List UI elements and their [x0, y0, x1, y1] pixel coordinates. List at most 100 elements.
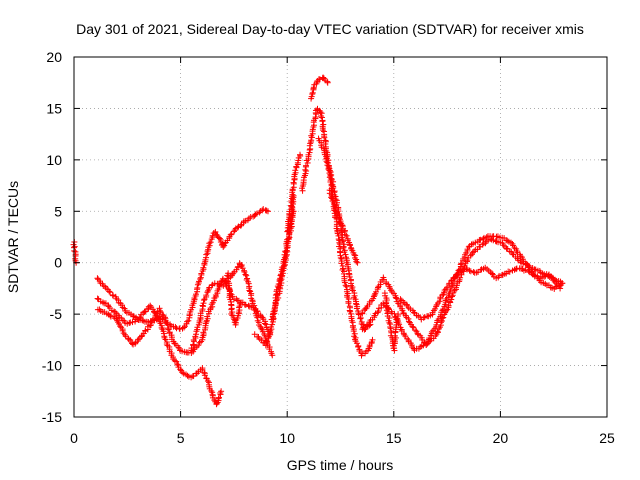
data-point [480, 234, 487, 241]
data-point [203, 375, 210, 382]
data-point [177, 366, 184, 373]
data-point [148, 318, 155, 325]
data-point [371, 292, 378, 299]
data-point [339, 266, 346, 273]
y-tick-label: -15 [42, 409, 62, 425]
data-point [534, 273, 541, 280]
data-point [374, 309, 381, 316]
data-point [392, 294, 399, 301]
data-point [343, 232, 350, 239]
data-point [328, 194, 335, 201]
y-tick-label: -10 [42, 358, 62, 374]
data-point [211, 295, 218, 302]
data-point [375, 284, 382, 291]
data-point [317, 109, 324, 116]
data-point [204, 378, 211, 385]
data-point [557, 285, 564, 292]
data-point [403, 301, 410, 308]
data-point [136, 315, 143, 322]
data-point [107, 289, 114, 296]
data-point [343, 283, 350, 290]
data-point [216, 235, 223, 242]
data-point [125, 336, 132, 343]
x-tick-label: 15 [386, 430, 402, 446]
data-point [195, 342, 202, 349]
data-point [194, 284, 201, 291]
data-point [335, 236, 342, 243]
data-point [342, 282, 349, 289]
y-tick-label: 20 [46, 49, 62, 65]
data-point [386, 319, 393, 326]
data-point [181, 324, 188, 331]
data-point [241, 268, 248, 275]
data-point [400, 299, 407, 306]
data-point [252, 211, 259, 218]
y-tick-label: 0 [54, 255, 62, 271]
data-point [517, 253, 524, 260]
data-point [110, 292, 117, 299]
data-point [237, 222, 244, 229]
data-point [228, 310, 235, 317]
data-point [264, 338, 271, 345]
data-point [330, 199, 337, 206]
x-axis-label: GPS time / hours [287, 457, 394, 473]
data-point [239, 265, 246, 272]
data-point [503, 237, 510, 244]
data-point [129, 319, 136, 326]
data-point [480, 235, 487, 242]
data-point [332, 196, 339, 203]
data-point [559, 280, 566, 287]
data-point [327, 173, 334, 180]
data-point [338, 234, 345, 241]
data-point [445, 302, 452, 309]
data-point [549, 274, 556, 281]
data-point [283, 253, 290, 260]
data-point [354, 259, 361, 266]
data-point [355, 311, 362, 318]
data-point [330, 185, 337, 192]
data-point [489, 270, 496, 277]
data-point [370, 293, 377, 300]
data-point [466, 267, 473, 274]
data-point [203, 292, 210, 299]
data-point [234, 224, 241, 231]
data-point [347, 242, 354, 249]
data-point [204, 248, 211, 255]
data-point [342, 251, 349, 258]
data-point [254, 317, 261, 324]
data-point [242, 301, 249, 308]
data-point [171, 357, 178, 364]
data-point [541, 273, 548, 280]
data-point [224, 272, 231, 279]
data-point [132, 316, 139, 323]
data-point [321, 134, 328, 141]
data-point [319, 127, 326, 134]
data-point [230, 228, 237, 235]
data-point [172, 323, 179, 330]
data-point [155, 316, 162, 323]
data-point [197, 275, 204, 282]
data-point [296, 151, 303, 158]
data-point [173, 358, 180, 365]
data-point [426, 335, 433, 342]
data-point [158, 324, 165, 331]
data-point [340, 244, 347, 251]
data-point [283, 247, 290, 254]
data-point [457, 261, 464, 268]
data-point [339, 222, 346, 229]
data-point [261, 320, 268, 327]
data-point [156, 307, 163, 314]
data-point [531, 272, 538, 279]
data-point [207, 239, 214, 246]
y-tick-label: 10 [46, 152, 62, 168]
data-point [469, 249, 476, 256]
x-tick-label: 10 [279, 430, 295, 446]
data-point [467, 268, 474, 275]
data-point [448, 296, 455, 303]
data-point [512, 266, 519, 273]
data-point [341, 228, 348, 235]
data-point [263, 207, 270, 214]
data-point [353, 300, 360, 307]
data-point [463, 265, 470, 272]
data-point [200, 297, 207, 304]
